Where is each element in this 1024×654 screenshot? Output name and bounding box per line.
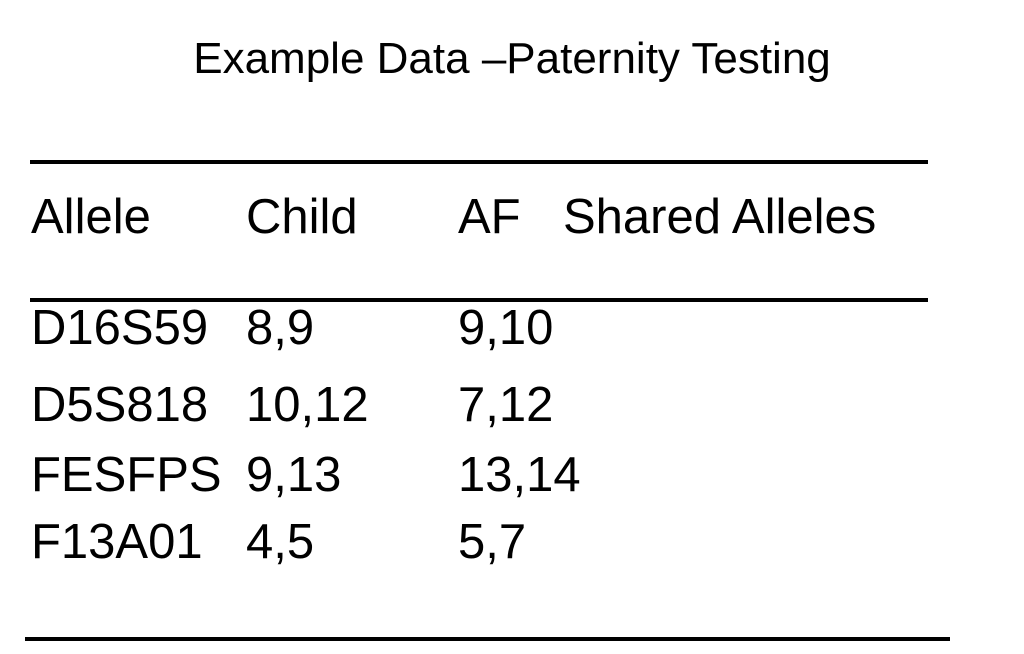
cell-allele: D5S818 [31,378,209,432]
column-header-allele: Allele [31,190,151,244]
cell-child: 9,13 [246,448,342,502]
table-rule-top [30,160,928,164]
table-header-row: Allele Child AF Shared Alleles [0,193,1024,245]
table-row: D16S59 8,9 9,10 [0,304,1024,356]
cell-af: 9,10 [458,301,554,355]
column-header-af: AF [458,190,521,244]
table-rule-bottom [25,637,950,641]
cell-allele: F13A01 [31,515,203,569]
table-row: D5S818 10,12 7,12 [0,381,1024,433]
cell-af: 7,12 [458,378,554,432]
cell-child: 8,9 [246,301,315,355]
table-rule-header-separator [30,298,928,302]
column-header-child: Child [246,190,358,244]
table-row: FESFPS 9,13 13,14 [0,451,1024,503]
cell-af: 13,14 [458,448,581,502]
cell-allele: D16S59 [31,301,209,355]
cell-allele: FESFPS [31,448,222,502]
cell-child: 4,5 [246,515,315,569]
column-header-shared-alleles: Shared Alleles [563,190,877,244]
cell-child: 10,12 [246,378,369,432]
cell-af: 5,7 [458,515,527,569]
page-title: Example Data –Paternity Testing [193,34,831,83]
table-row: F13A01 4,5 5,7 [0,518,1024,570]
